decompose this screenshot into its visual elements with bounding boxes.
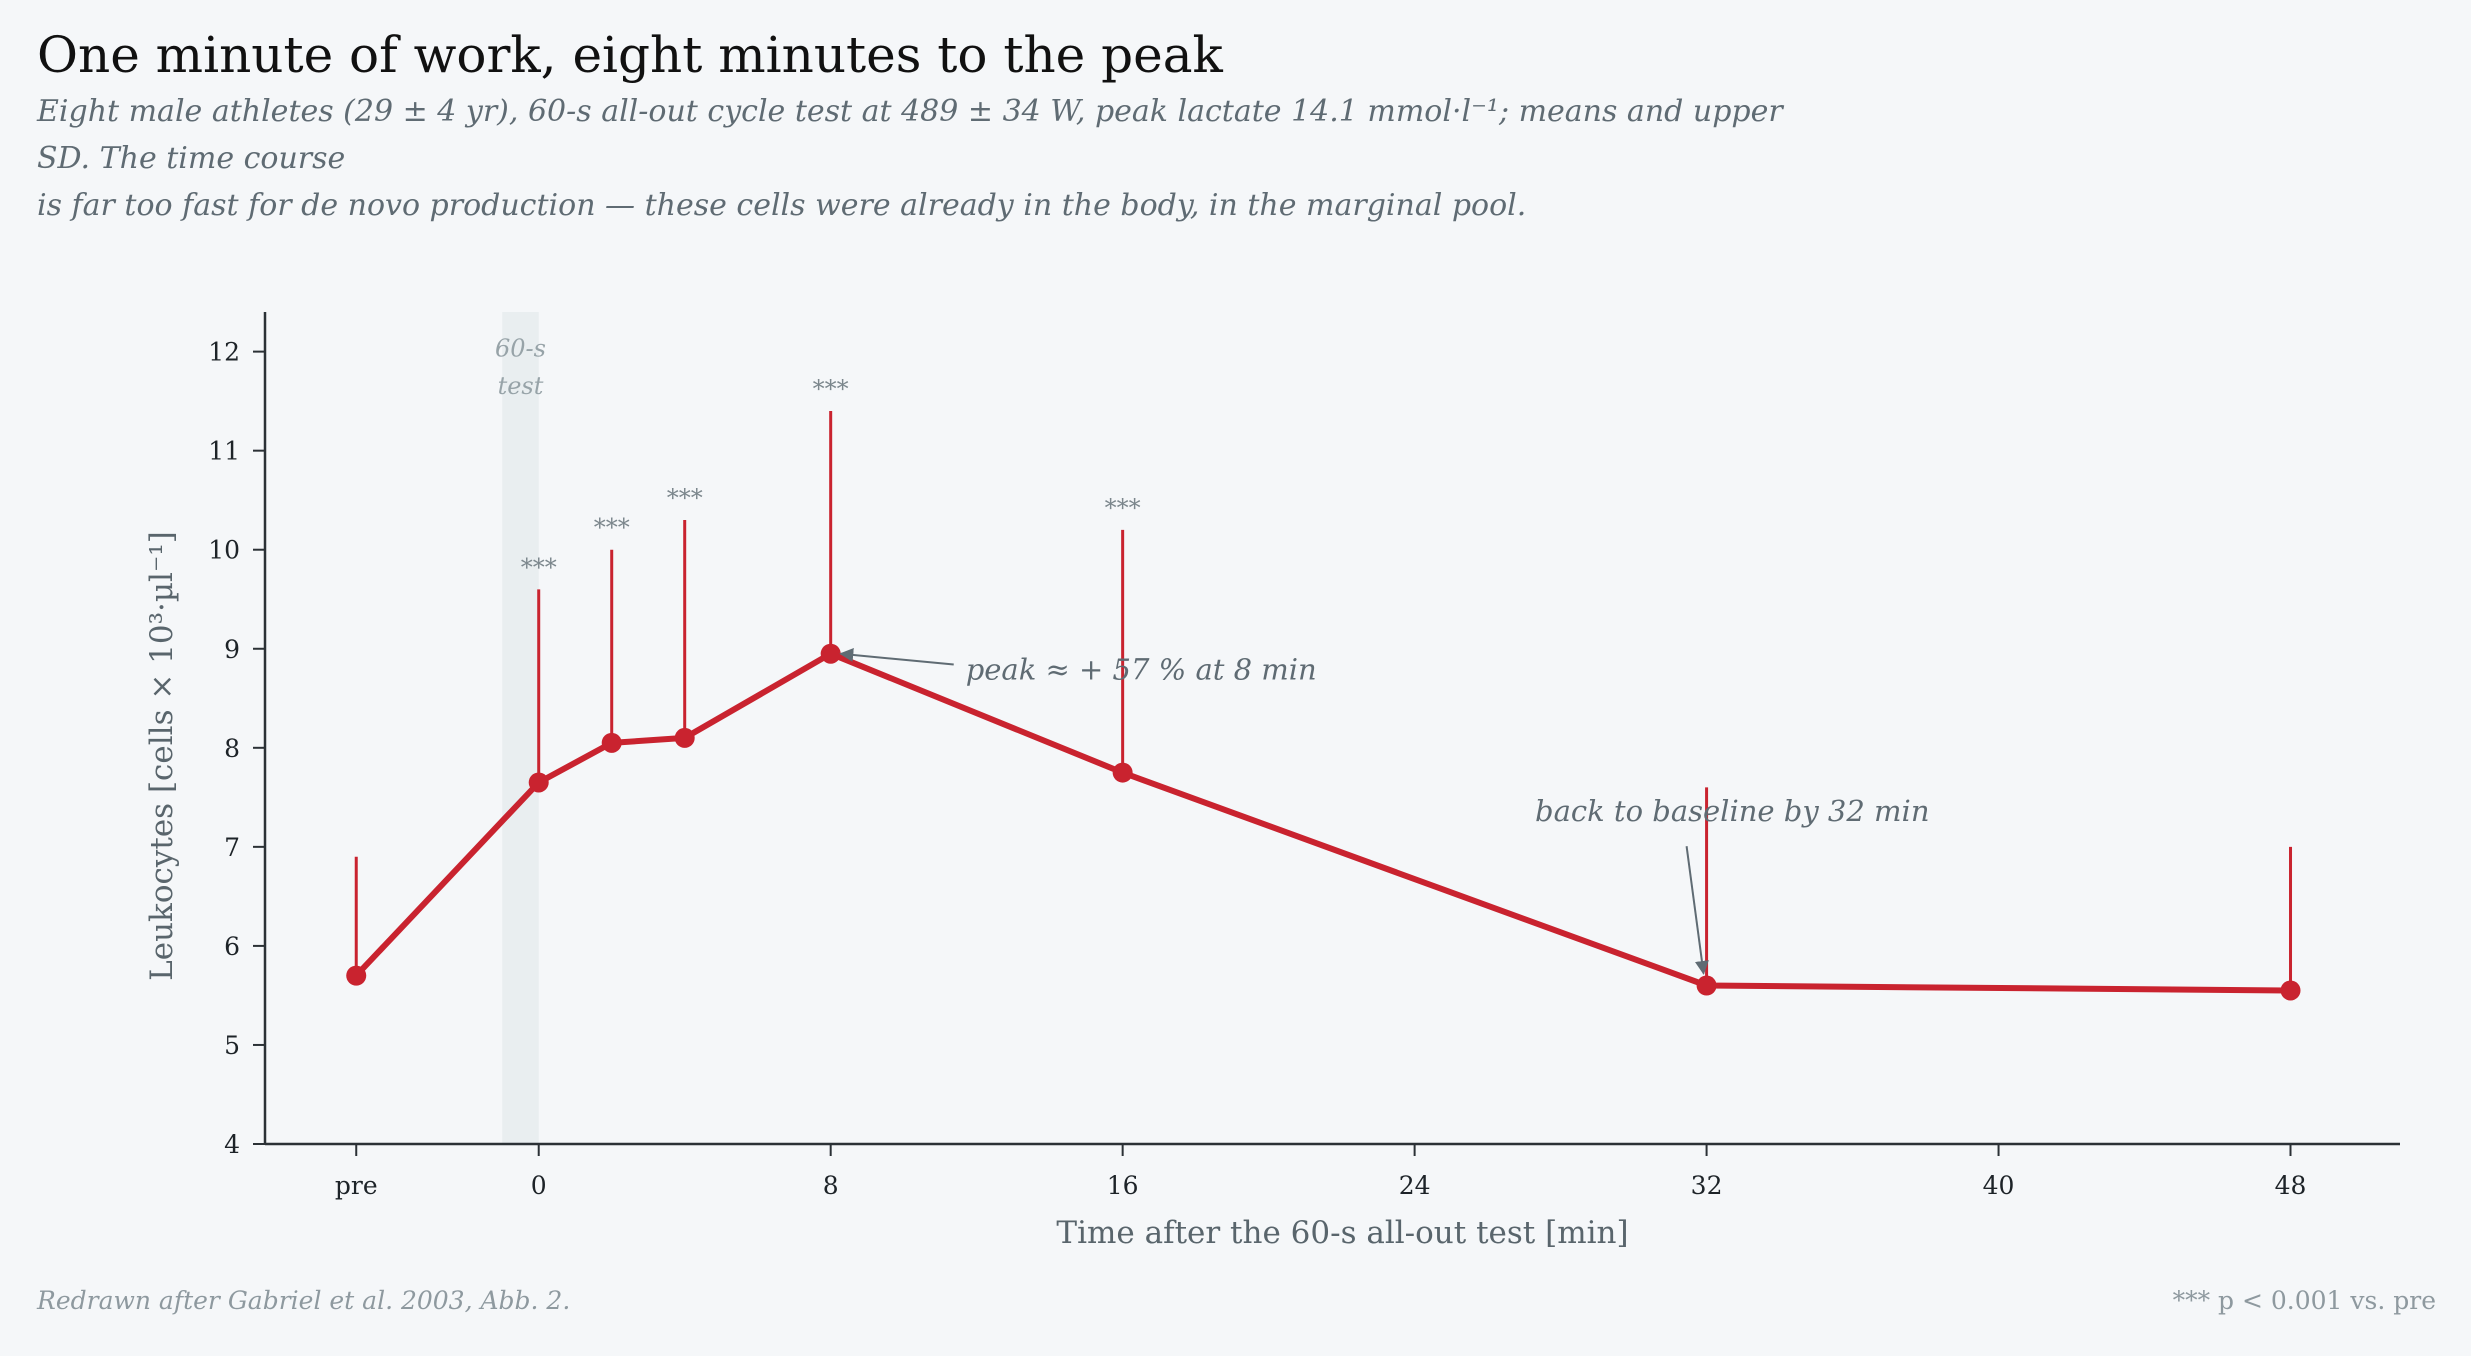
data-point bbox=[820, 643, 841, 664]
baseline-annotation: back to baseline by 32 min bbox=[1535, 794, 1929, 828]
y-tick-label: 5 bbox=[224, 1031, 240, 1060]
data-point bbox=[1112, 762, 1133, 783]
x-tick-label: 32 bbox=[1691, 1171, 1723, 1200]
x-axis-label: Time after the 60-s all-out test [min] bbox=[1056, 1215, 1628, 1251]
ticks-layer: 4 5 6 7 8 9 10 11 12 pre 0 8 16 24 32 40 48 bbox=[208, 338, 2306, 1200]
annotations-layer: peak ≈ + 57 % at 8 min back to baseline b… bbox=[839, 647, 1930, 975]
peak-annotation: peak ≈ + 57 % at 8 min bbox=[966, 653, 1317, 687]
test-band bbox=[502, 312, 539, 1144]
y-tick-label: 6 bbox=[224, 932, 240, 961]
data-point bbox=[601, 732, 622, 753]
data-point bbox=[346, 965, 367, 986]
source-note: Redrawn after Gabriel et al. 2003, Abb. … bbox=[37, 1286, 571, 1315]
chart-subtitle: Eight male athletes (29 ± 4 yr), 60-s al… bbox=[37, 88, 1797, 229]
x-tick-label: 48 bbox=[2275, 1171, 2307, 1200]
data-points-layer bbox=[346, 643, 2301, 1001]
peak-annotation-arrow bbox=[839, 647, 954, 666]
y-tick-label: 7 bbox=[224, 833, 240, 862]
test-band-label: 60-s bbox=[495, 335, 546, 363]
significance-label: *** bbox=[594, 514, 630, 542]
data-point bbox=[2280, 980, 2301, 1001]
y-tick-label: 11 bbox=[208, 437, 240, 466]
subtitle-line-1: Eight male athletes (29 ± 4 yr), 60-s al… bbox=[37, 94, 1783, 176]
significance-labels-layer: *** *** *** *** *** bbox=[521, 375, 1141, 581]
significance-note: *** p < 0.001 vs. pre bbox=[2172, 1286, 2436, 1315]
leukocyte-series-line bbox=[353, 650, 2294, 994]
x-tick-label: 24 bbox=[1399, 1171, 1431, 1200]
y-tick-label: 8 bbox=[224, 734, 240, 763]
series-line-layer bbox=[353, 650, 2294, 994]
x-tick-label: pre bbox=[335, 1171, 378, 1200]
test-band-label: test bbox=[498, 372, 544, 400]
x-tick-label: 40 bbox=[1983, 1171, 2015, 1200]
chart-title: One minute of work, eight minutes to the… bbox=[37, 26, 1223, 84]
y-tick-label: 9 bbox=[224, 635, 240, 664]
significance-label: *** bbox=[1105, 494, 1141, 522]
y-tick-label: 12 bbox=[208, 338, 240, 367]
data-point bbox=[528, 772, 549, 793]
data-point bbox=[1696, 975, 1717, 996]
subtitle-line-2: is far too fast for de novo production —… bbox=[37, 188, 1527, 223]
data-point bbox=[674, 727, 695, 748]
axes-layer bbox=[263, 312, 2400, 1146]
significance-label: *** bbox=[521, 553, 557, 581]
baseline-annotation-arrow bbox=[1685, 846, 1709, 975]
y-tick-label: 4 bbox=[224, 1130, 240, 1159]
test-band-layer: 60-s test bbox=[495, 312, 546, 1144]
significance-label: *** bbox=[813, 375, 849, 403]
x-tick-label: 8 bbox=[823, 1171, 839, 1200]
y-tick-label: 10 bbox=[208, 536, 240, 565]
significance-label: *** bbox=[667, 484, 703, 512]
x-tick-label: 16 bbox=[1107, 1171, 1139, 1200]
error-bars-layer bbox=[354, 411, 2293, 991]
x-tick-label: 0 bbox=[531, 1171, 547, 1200]
y-axis-label: Leukocytes [cells × 10³·µl⁻¹] bbox=[144, 531, 180, 981]
